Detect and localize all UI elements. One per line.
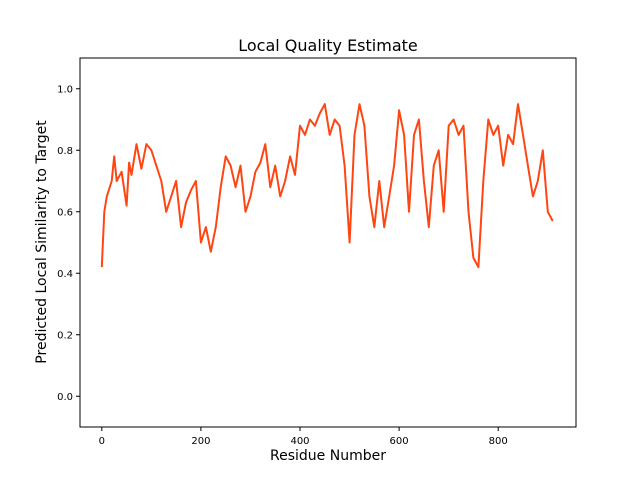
x-axis-label: Residue Number	[270, 448, 386, 464]
x-tick-label: 600	[390, 436, 409, 447]
y-tick-label: 0.6	[57, 207, 73, 218]
plot-frame	[79, 57, 577, 428]
x-tick-label: 200	[191, 436, 210, 447]
y-tick-label: 0.8	[57, 146, 73, 157]
x-tick-label: 400	[290, 436, 309, 447]
y-axis-label: Predicted Local Similarity to Target	[34, 120, 50, 364]
series-line-local-quality	[100, 103, 554, 269]
y-tick-label: 0.0	[57, 392, 73, 403]
x-tick-label: 0	[99, 436, 105, 447]
y-tick-label: 0.4	[57, 269, 73, 280]
y-tick-label: 1.0	[57, 84, 73, 95]
x-tick-label: 800	[489, 436, 508, 447]
plot-area	[80, 58, 576, 427]
chart-title: Local Quality Estimate	[238, 36, 417, 55]
y-tick-label: 0.2	[57, 330, 73, 341]
